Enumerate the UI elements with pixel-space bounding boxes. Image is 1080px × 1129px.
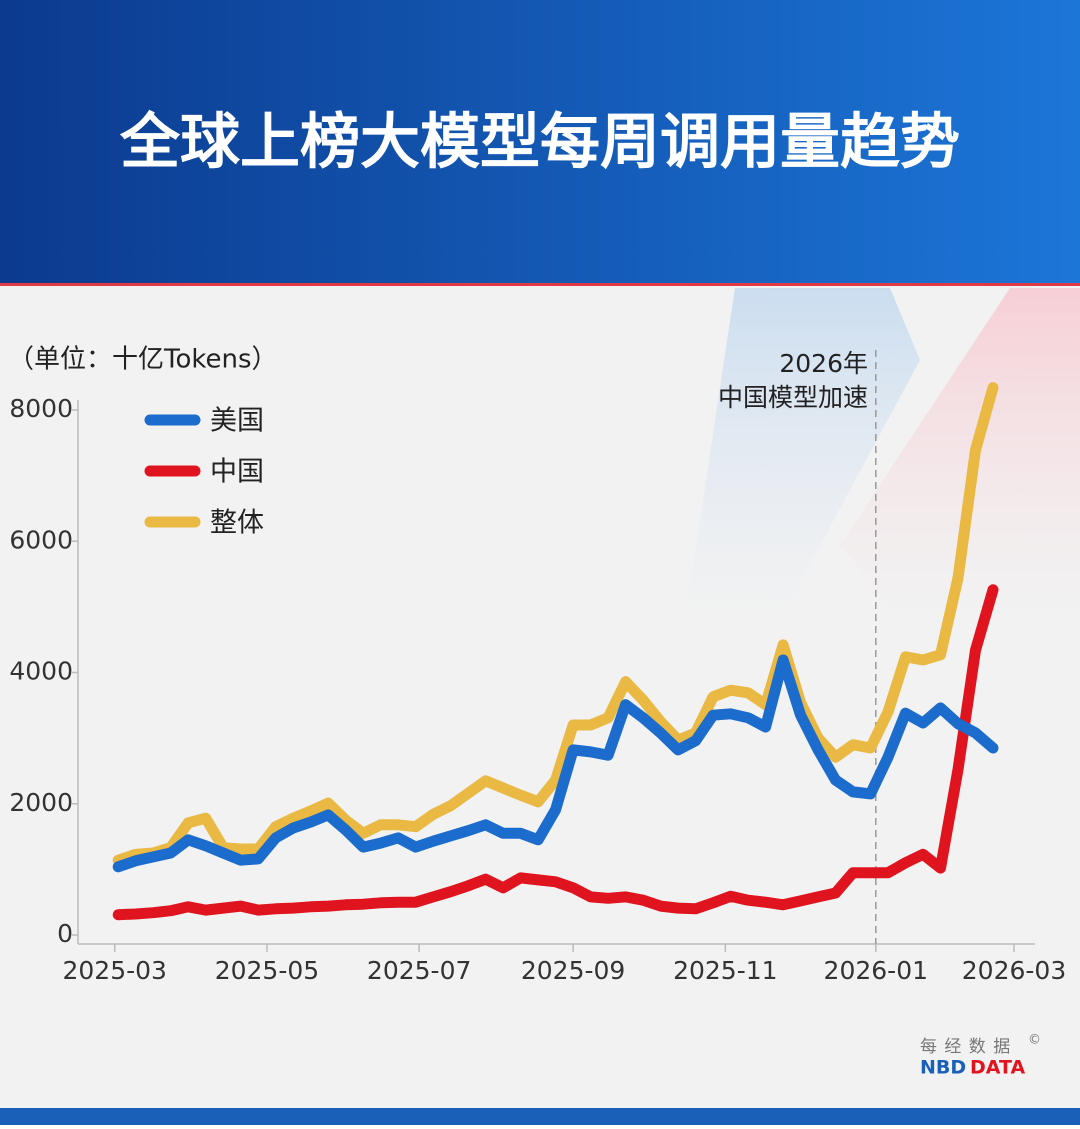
header [0,0,1080,283]
x-tick-label: 2025-05 [215,956,319,985]
x-tick-label: 2025-09 [521,956,625,985]
y-tick-label: 8000 [9,394,73,423]
annotation: 2026年 [779,349,868,378]
y-tick-label: 0 [57,919,73,948]
highlight-band [685,288,920,620]
highlight-band [840,288,1080,620]
source: © [1028,1033,1041,1048]
x-tick-label: 2025-07 [367,956,471,985]
brand: NBD [920,1057,966,1079]
legend-label: 美国 [210,406,264,437]
series-line [112,584,999,921]
y-tick-label: 4000 [9,657,73,686]
x-tick-label: 2025-03 [63,956,167,985]
y-tick-label: 6000 [9,525,73,554]
source: 每 经 数 据 [920,1037,1011,1057]
footer-bar [0,1108,1080,1125]
legend-label: 中国 [210,457,264,488]
x-tick-label: 2026-01 [824,956,928,985]
brand: DATA [970,1057,1025,1079]
header-rule [0,283,1080,286]
axis-label: （单位：十亿Tokens） [8,345,278,375]
chart-title: 全球上榜大模型每周调用量趋势 [119,108,960,178]
series-line [112,654,999,873]
x-tick-label: 2026-03 [962,956,1066,985]
annotation: 中国模型加速 [718,383,868,412]
series-line [112,382,999,866]
x-tick-label: 2025-11 [673,956,777,985]
legend-label: 整体 [210,508,264,539]
y-tick-label: 2000 [9,788,73,817]
